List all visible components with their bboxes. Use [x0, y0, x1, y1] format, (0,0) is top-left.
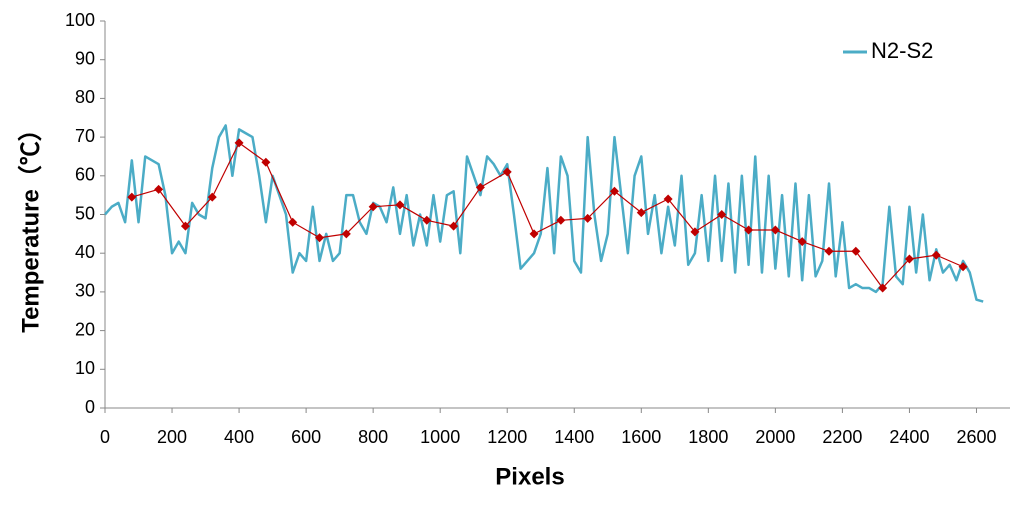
marker	[529, 229, 539, 239]
y-tick-label: 30	[75, 281, 95, 301]
marker	[261, 157, 271, 167]
x-tick-label: 200	[157, 427, 187, 447]
marker	[288, 217, 298, 227]
x-tick-label: 2400	[889, 427, 929, 447]
y-tick-label: 70	[75, 126, 95, 146]
x-tick-label: 1200	[487, 427, 527, 447]
marker	[368, 202, 378, 212]
marker	[341, 229, 351, 239]
marker	[744, 225, 754, 235]
y-tick-label: 20	[75, 319, 95, 339]
marker	[502, 167, 512, 177]
marker	[475, 182, 485, 192]
marker	[904, 254, 914, 264]
x-tick-label: 600	[291, 427, 321, 447]
marker	[422, 215, 432, 225]
y-tick-label: 50	[75, 203, 95, 223]
y-tick-label: 100	[65, 10, 95, 30]
y-tick-label: 60	[75, 165, 95, 185]
series-line	[104, 124, 984, 303]
marker	[851, 246, 861, 256]
marker	[207, 192, 217, 202]
x-tick-label: 2000	[755, 427, 795, 447]
y-axis-label: Temperature（℃）	[17, 117, 44, 333]
marker	[583, 213, 593, 223]
y-tick-label: 40	[75, 242, 95, 262]
marker	[556, 215, 566, 225]
marker	[315, 233, 325, 243]
marker	[958, 262, 968, 272]
x-tick-label: 1400	[554, 427, 594, 447]
marker	[717, 210, 727, 219]
x-tick-label: 2200	[822, 427, 862, 447]
x-tick-label: 800	[358, 427, 388, 447]
y-tick-label: 10	[75, 358, 95, 378]
legend-label: N2-S2	[871, 38, 933, 63]
x-tick-label: 400	[224, 427, 254, 447]
marker	[636, 208, 646, 218]
marker	[127, 192, 137, 202]
x-tick-label: 1000	[420, 427, 460, 447]
marker	[154, 184, 164, 194]
y-tick-label: 0	[85, 397, 95, 417]
marker	[449, 221, 459, 231]
x-tick-label: 2600	[956, 427, 996, 447]
marker	[824, 246, 834, 256]
y-tick-label: 80	[75, 87, 95, 107]
marker	[770, 225, 780, 235]
marker	[234, 138, 244, 148]
y-tick-label: 90	[75, 48, 95, 68]
marker	[395, 200, 405, 210]
marker	[180, 221, 190, 231]
marker	[690, 227, 700, 237]
marker	[931, 250, 941, 260]
series-line	[131, 142, 964, 289]
x-axis-label: Pixels	[495, 463, 564, 490]
marker	[878, 283, 888, 293]
x-tick-label: 1800	[688, 427, 728, 447]
x-tick-label: 1600	[621, 427, 661, 447]
marker	[663, 194, 673, 204]
marker	[609, 186, 619, 196]
x-tick-label: 0	[100, 427, 110, 447]
marker	[797, 237, 807, 247]
